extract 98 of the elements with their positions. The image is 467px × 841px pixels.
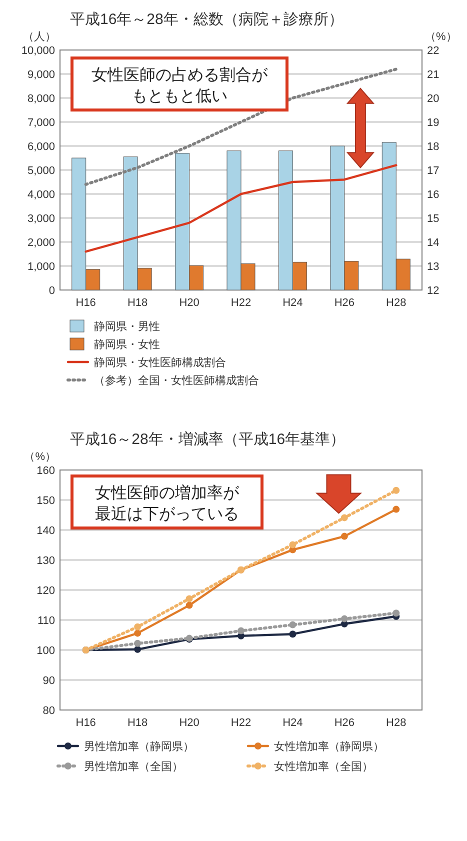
x-tick-label: H24 — [282, 297, 303, 309]
x-tick-label: H16 — [76, 297, 96, 309]
point — [289, 630, 296, 638]
legend-item: 男性増加率（全国） — [56, 761, 183, 773]
point — [134, 640, 142, 647]
y2-tick-label: 17 — [427, 165, 440, 177]
y2-tick-label: 14 — [427, 237, 440, 249]
legend-label: 女性増加率（全国） — [274, 760, 373, 773]
legend-label: 静岡県・男性 — [94, 321, 160, 333]
bar — [123, 156, 138, 290]
point — [392, 486, 400, 494]
point — [134, 630, 142, 637]
point — [134, 623, 142, 630]
y-tick-label: 130 — [36, 555, 55, 567]
y2-tick-label: 18 — [427, 141, 440, 153]
x-tick-label: H28 — [386, 297, 406, 309]
chart-title: 平成16年～28年・総数（病院＋診療所） — [70, 11, 344, 28]
legend-label: 静岡県・女性 — [94, 339, 160, 351]
x-tick-label: H18 — [127, 717, 148, 729]
bar — [175, 152, 190, 290]
bar — [137, 268, 152, 290]
legend-item: 静岡県・女性 — [70, 338, 160, 351]
legend-label: 男性増加率（静岡県） — [84, 740, 194, 753]
bar — [240, 263, 256, 290]
point — [238, 627, 244, 634]
y-tick-label: 6,000 — [27, 141, 55, 153]
y2-tick-label: 16 — [427, 189, 440, 201]
y-tick-label: 160 — [36, 465, 55, 477]
bar — [86, 269, 100, 290]
annotation: 女性医師の増加率が最近は下がっている — [95, 484, 240, 523]
point — [186, 595, 193, 602]
x-tick-label: H26 — [334, 717, 355, 729]
x-tick-label: H26 — [334, 297, 355, 309]
y-tick-label: 1,000 — [27, 261, 55, 273]
y-tick-label: 8,000 — [27, 93, 55, 105]
y-tick-label: 120 — [36, 585, 55, 597]
point — [340, 514, 348, 522]
bar — [72, 158, 86, 290]
chart-title: 平成16～28年・増減率（平成16年基準） — [70, 431, 346, 448]
legend-label: 男性増加率（全国） — [84, 760, 183, 773]
bar — [226, 150, 242, 290]
y-tick-label: 10,000 — [21, 45, 55, 57]
bar — [344, 260, 359, 290]
y-tick-label: 7,000 — [27, 117, 55, 129]
y-tick-label: 9,000 — [27, 69, 55, 81]
y-tick-label: 0 — [48, 285, 55, 297]
point — [186, 602, 193, 609]
legend-item: 静岡県・女性医師構成割合 — [66, 357, 226, 369]
y-tick-label: 100 — [36, 645, 55, 657]
y2-tick-label: 20 — [427, 93, 440, 105]
y2-tick-label: 22 — [427, 45, 440, 57]
y-axis-title: （人） — [23, 31, 56, 43]
point — [392, 610, 400, 617]
legend-label: 静岡県・女性医師構成割合 — [94, 356, 226, 369]
x-tick-label: H22 — [230, 717, 252, 729]
point — [392, 506, 400, 513]
bar — [278, 150, 293, 290]
x-tick-label: H16 — [76, 717, 96, 729]
y-tick-label: 3,000 — [27, 213, 55, 225]
point — [340, 615, 348, 622]
point — [289, 621, 296, 628]
legend-item: 静岡県・男性 — [70, 320, 160, 333]
point — [340, 532, 348, 540]
y2-tick-label: 15 — [427, 213, 440, 225]
y-axis-title: （%） — [24, 451, 56, 463]
y-tick-label: 2,000 — [27, 237, 55, 249]
y-tick-label: 80 — [42, 705, 55, 717]
bar — [382, 142, 396, 290]
y-tick-label: 150 — [36, 495, 55, 507]
legend-item: （参考）全国・女性医師構成割合 — [66, 375, 259, 387]
legend-item: 女性増加率（全国） — [246, 761, 373, 773]
annotation: 女性医師の占める割合がもともと低い — [92, 66, 268, 105]
bar — [189, 265, 204, 290]
bar — [292, 262, 307, 290]
y-tick-label: 110 — [37, 615, 55, 627]
x-tick-label: H20 — [179, 717, 200, 729]
y2-tick-label: 12 — [427, 285, 440, 297]
point — [289, 541, 296, 548]
bar — [330, 146, 345, 290]
legend-item: 男性増加率（静岡県） — [56, 741, 194, 753]
y2-tick-label: 19 — [427, 117, 440, 129]
y2-tick-label: 21 — [427, 69, 440, 81]
y-tick-label: 4,000 — [27, 189, 55, 201]
x-tick-label: H18 — [127, 297, 148, 309]
y2-axis-title: （%） — [425, 31, 457, 43]
x-tick-label: H22 — [230, 297, 252, 309]
y-tick-label: 90 — [42, 675, 55, 687]
x-tick-label: H24 — [282, 717, 303, 729]
legend-label: 女性増加率（静岡県） — [274, 740, 384, 753]
y-tick-label: 5,000 — [27, 165, 55, 177]
y2-tick-label: 13 — [427, 261, 440, 273]
y-tick-label: 140 — [36, 525, 55, 537]
legend-item: 女性増加率（静岡県） — [246, 741, 384, 753]
legend-label: （参考）全国・女性医師構成割合 — [94, 374, 259, 387]
x-tick-label: H28 — [386, 717, 406, 729]
x-tick-label: H20 — [179, 297, 200, 309]
point — [134, 646, 142, 653]
bar — [396, 258, 410, 290]
